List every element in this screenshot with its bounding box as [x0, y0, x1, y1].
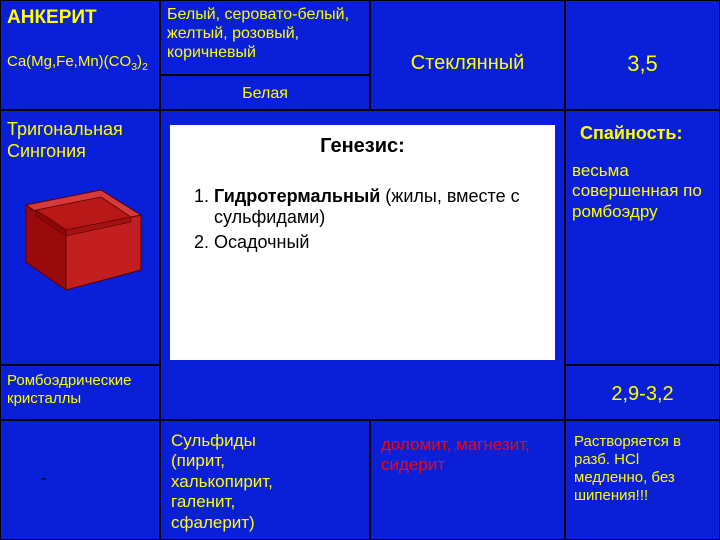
cell-name-formula: АНКЕРИТ Ca(Mg,Fe,Mn)(CO3)2 [0, 0, 160, 110]
genesis-item-2: Осадочный [214, 232, 539, 253]
cell-habit: Ромбоэдрические кристаллы [0, 365, 160, 420]
mineral-name: АНКЕРИТ [7, 7, 97, 30]
genesis-title: Генезис: [186, 135, 539, 158]
cell-streak: Белая [160, 75, 370, 110]
color-description: Белый, серовато-белый, желтый, розовый, … [167, 5, 362, 63]
cell-diagnostic: Растворяется в разб. HCl медленно, без ш… [565, 420, 720, 540]
associates: Сульфиды (пирит, халькопирит, галенит, с… [171, 431, 306, 533]
cell-associates: Сульфиды (пирит, халькопирит, галенит, с… [160, 420, 370, 540]
cell-density: 2,9-3,2 [565, 365, 720, 420]
crystal-system: Тригональная Сингония [7, 119, 157, 162]
bottom-left: - [41, 469, 46, 488]
streak: Белая [161, 84, 369, 103]
genesis-item-1-bold: Гидротермальный [214, 186, 380, 206]
cell-hardness: 3,5 [565, 0, 720, 110]
crystal-icon [6, 170, 156, 300]
cell-luster: Стеклянный [370, 0, 565, 110]
genesis-popup: Генезис: Гидротермальный (жилы, вместе с… [170, 125, 555, 360]
cleavage-text: весьма совершенная по ромбоэдру [572, 161, 717, 222]
cell-bottom-left: - [0, 420, 160, 540]
genesis-list: Гидротермальный (жилы, вместе с сульфида… [186, 186, 539, 253]
diagnostic: Растворяется в разб. HCl медленно, без ш… [574, 433, 714, 505]
similar-minerals: доломит, магнезит, сидерит [381, 435, 551, 476]
hardness: 3,5 [566, 51, 719, 77]
crystal-habit: Ромбоэдрические кристаллы [7, 372, 157, 408]
genesis-item-1: Гидротермальный (жилы, вместе с сульфида… [214, 186, 539, 228]
cleavage-label: Спайность: [580, 123, 682, 145]
cell-color: Белый, серовато-белый, желтый, розовый, … [160, 0, 370, 75]
luster: Стеклянный [371, 51, 564, 75]
genesis-item-2-rest: Осадочный [214, 232, 309, 252]
cell-cleavage: Спайность: весьма совершенная по ромбоэд… [565, 110, 720, 365]
mineral-card: АНКЕРИТ Ca(Mg,Fe,Mn)(CO3)2 Белый, серова… [0, 0, 720, 540]
mineral-formula: Ca(Mg,Fe,Mn)(CO3)2 [7, 53, 148, 74]
cell-similar: доломит, магнезит, сидерит [370, 420, 565, 540]
density: 2,9-3,2 [566, 382, 719, 406]
